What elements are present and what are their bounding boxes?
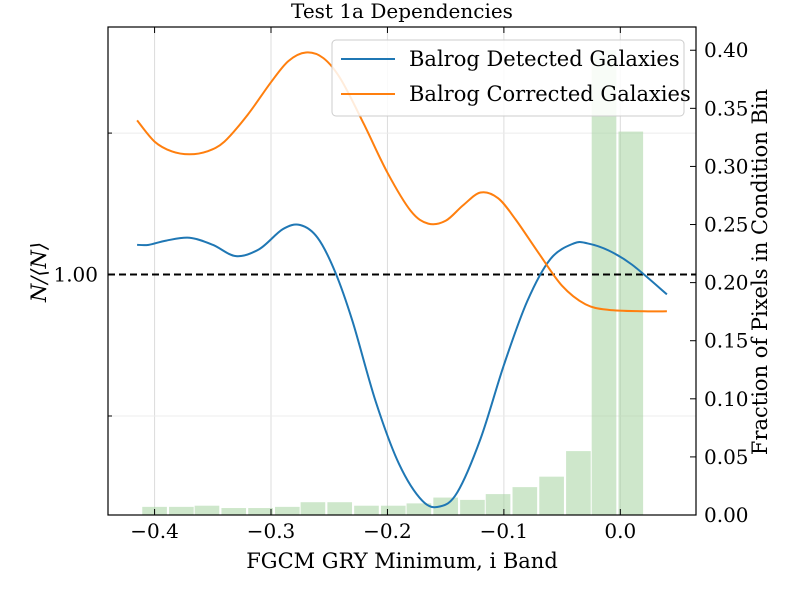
y2-tick-label: 0.20 bbox=[704, 271, 749, 295]
chart-title: Test 1a Dependencies bbox=[291, 0, 513, 23]
fraction-bar bbox=[300, 502, 326, 515]
fraction-bar bbox=[539, 476, 564, 515]
y2-tick-label: 0.10 bbox=[704, 387, 749, 411]
y2-tick-label: 0.25 bbox=[704, 213, 749, 237]
fraction-bar bbox=[194, 505, 220, 515]
ticks: −0.4 −0.3 −0.2 −0.1 0.0 1.00 0.00 0.05 0.10 0.15 0… bbox=[53, 27, 749, 543]
legend-box bbox=[331, 39, 685, 117]
fraction-bar bbox=[406, 503, 432, 515]
legend-label: Balrog Detected Galaxies bbox=[409, 47, 680, 71]
fraction-bar bbox=[221, 508, 247, 515]
fraction-bar bbox=[169, 506, 194, 515]
fraction-bar bbox=[618, 131, 644, 516]
y2-tick-label: 0.40 bbox=[704, 38, 749, 62]
x-tick-label: −0.4 bbox=[130, 519, 179, 543]
series-line-corrected bbox=[136, 51, 667, 313]
fraction-bars bbox=[142, 50, 644, 516]
x-axis-label: FGCM GRY Minimum, i Band bbox=[246, 549, 558, 573]
fraction-bar bbox=[380, 505, 406, 515]
x-tick-label: −0.3 bbox=[247, 519, 296, 543]
fraction-bar bbox=[354, 505, 379, 515]
legend: Balrog Detected Galaxies Balrog Corrected… bbox=[331, 39, 691, 117]
y2-tick-label: 0.00 bbox=[704, 503, 749, 527]
x-tick-label: −0.2 bbox=[363, 519, 412, 543]
y-axis-label: N/⟨N⟩ bbox=[27, 242, 51, 303]
y-tick-label: 1.00 bbox=[53, 263, 98, 287]
axes-frame bbox=[107, 26, 697, 516]
series-lines bbox=[136, 51, 668, 509]
y2-tick-label: 0.35 bbox=[704, 96, 749, 120]
y2-tick-label: 0.05 bbox=[704, 445, 749, 469]
fraction-bar bbox=[566, 451, 591, 515]
x-tick-label: −0.1 bbox=[480, 519, 529, 543]
x-tick-label: 0.0 bbox=[604, 519, 636, 543]
y2-tick-label: 0.30 bbox=[704, 154, 749, 178]
y2-axis-label: Fraction of Pixels in Condition Bin bbox=[748, 89, 772, 455]
y2-tick-label: 0.15 bbox=[704, 329, 749, 353]
fraction-bar bbox=[485, 494, 511, 515]
series-line-detected bbox=[137, 223, 668, 509]
fraction-bar bbox=[274, 506, 300, 515]
fraction-bar bbox=[327, 502, 353, 515]
fraction-bar bbox=[591, 50, 617, 515]
fraction-bar bbox=[248, 508, 273, 515]
plot-frame bbox=[107, 26, 697, 516]
fraction-bar bbox=[460, 499, 485, 515]
legend-label: Balrog Corrected Galaxies bbox=[409, 82, 691, 106]
fraction-bar bbox=[433, 497, 458, 515]
fraction-bar bbox=[512, 487, 538, 515]
